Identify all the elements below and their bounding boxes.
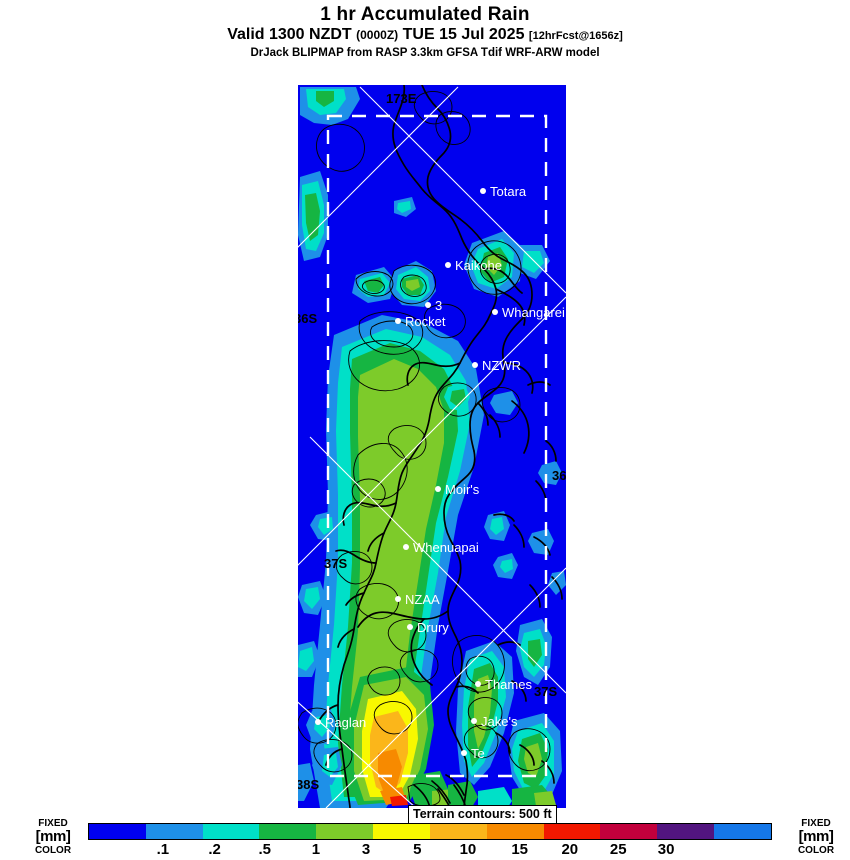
station-dot-icon bbox=[395, 596, 401, 602]
station-label: Whenuapai bbox=[413, 540, 479, 555]
station-label: Kaikohe bbox=[455, 258, 502, 273]
station-raglan[interactable]: Raglan bbox=[315, 715, 366, 730]
station-totara[interactable]: Totara bbox=[480, 184, 527, 199]
station-thames[interactable]: Thames bbox=[475, 677, 532, 692]
colorbar-tick-1: 1 bbox=[311, 841, 321, 858]
colorbar-tick-20: 20 bbox=[561, 841, 579, 858]
station-dot-icon bbox=[315, 719, 321, 725]
fixed-label-bottom-right: COLOR bbox=[797, 845, 835, 856]
graticule-label-36S-3: 36S bbox=[552, 468, 566, 483]
colorbar-gradient[interactable] bbox=[88, 823, 772, 840]
station-label: Rocket bbox=[405, 314, 446, 329]
station-dot-icon bbox=[471, 718, 477, 724]
colorbar-tick-.1: .1 bbox=[156, 841, 170, 858]
station-dot-icon bbox=[403, 544, 409, 550]
graticule-label-37S-4: 37S bbox=[324, 556, 347, 571]
station-dot-icon bbox=[395, 318, 401, 324]
station-dot-icon bbox=[475, 681, 481, 687]
station-label: Te bbox=[471, 746, 485, 761]
colorbar-segment-6[interactable] bbox=[429, 824, 487, 839]
station-moir-s[interactable]: Moir's bbox=[435, 482, 480, 497]
station-te[interactable]: Te bbox=[461, 746, 485, 761]
colorbar-segment-4[interactable] bbox=[316, 824, 374, 839]
station-label: Jake's bbox=[481, 714, 518, 729]
colorbar-segment-7[interactable] bbox=[486, 824, 544, 839]
colorbar-segment-2[interactable] bbox=[202, 824, 260, 839]
graticule-label-38S-6: 38S bbox=[298, 777, 319, 792]
colorbar-segment-3[interactable] bbox=[259, 824, 317, 839]
colorbar-segment-8[interactable] bbox=[543, 824, 601, 839]
valid-time-prefix: Valid 1300 NZDT bbox=[227, 26, 352, 43]
colorbar-tick-10: 10 bbox=[459, 841, 477, 858]
fixed-label-top-left: FIXED bbox=[38, 818, 68, 829]
fixed-label-unit-right: [mm] bbox=[798, 828, 834, 845]
fixed-color-label-left: FIXED [mm] COLOR bbox=[22, 818, 84, 856]
graticule-labels: 173E35S36S36S37S37S38S bbox=[298, 91, 566, 792]
colorbar-tick-labels: .1 .2 .5 1 3 5 10 15 20 25 30 bbox=[88, 841, 772, 859]
station-nzwr[interactable]: NZWR bbox=[472, 358, 521, 373]
station-label: Drury bbox=[417, 620, 449, 635]
station-label: Moir's bbox=[445, 482, 480, 497]
valid-time-line: Valid 1300 NZDT (0000Z) TUE 15 Jul 2025 … bbox=[0, 25, 850, 46]
rain-map[interactable]: 173E35S36S36S37S37S38S TotaraKaikohe3Roc… bbox=[298, 85, 566, 808]
title-block: 1 hr Accumulated Rain Valid 1300 NZDT (0… bbox=[0, 0, 850, 60]
fixed-label-bottom-left: COLOR bbox=[34, 845, 72, 856]
colorbar-segment-1[interactable] bbox=[145, 824, 203, 839]
station-dot-icon bbox=[425, 302, 431, 308]
station-label: Raglan bbox=[325, 715, 366, 730]
graticule-lines bbox=[298, 86, 566, 808]
graticule-label-37S-5: 37S bbox=[534, 684, 557, 699]
station-whenuapai[interactable]: Whenuapai bbox=[403, 540, 479, 555]
station-dot-icon bbox=[435, 486, 441, 492]
colorbar-tick-3: 3 bbox=[361, 841, 371, 858]
station-label: Totara bbox=[490, 184, 527, 199]
rain-map-canvas[interactable]: 173E35S36S36S37S37S38S TotaraKaikohe3Roc… bbox=[298, 85, 566, 808]
graticule-label-36S-2: 36S bbox=[298, 311, 317, 326]
station-label: Thames bbox=[485, 677, 532, 692]
page-title: 1 hr Accumulated Rain bbox=[320, 4, 530, 25]
model-description: DrJack BLIPMAP from RASP 3.3km GFSA Tdif… bbox=[250, 47, 600, 59]
station-rocket[interactable]: Rocket bbox=[395, 314, 446, 329]
colorbar-segment-5[interactable] bbox=[373, 824, 430, 839]
colorbar-segment-9[interactable] bbox=[600, 824, 658, 839]
colorbar-tick-5: 5 bbox=[413, 841, 422, 858]
station-dot-icon bbox=[461, 750, 467, 756]
colorbar-tick-15: 15 bbox=[511, 841, 529, 858]
station-jake-s[interactable]: Jake's bbox=[471, 714, 518, 729]
station-3[interactable]: 3 bbox=[425, 298, 442, 313]
station-label: NZAA bbox=[405, 592, 440, 607]
station-label: NZWR bbox=[482, 358, 521, 373]
forecast-run-tag: [12hrFcst@1656z] bbox=[528, 30, 623, 42]
colorbar-segment-0[interactable] bbox=[89, 824, 146, 839]
colorbar-tick-30: 30 bbox=[657, 841, 675, 858]
station-drury[interactable]: Drury bbox=[407, 620, 449, 635]
station-dot-icon bbox=[492, 309, 498, 315]
colorbar-area: FIXED [mm] COLOR .1 .2 .5 1 3 5 10 15 20 25 30 FIX… bbox=[0, 818, 850, 860]
station-dot-icon bbox=[407, 624, 413, 630]
colorbar-segment-11[interactable] bbox=[714, 824, 771, 839]
colorbar-tick-25: 25 bbox=[609, 841, 627, 858]
station-kaikohe[interactable]: Kaikohe bbox=[445, 258, 502, 273]
graticule-label-173E-0: 173E bbox=[386, 91, 417, 106]
fixed-label-top-right: FIXED bbox=[801, 818, 831, 829]
fixed-color-label-right: FIXED [mm] COLOR bbox=[785, 818, 847, 856]
station-label: Whangarei bbox=[502, 305, 565, 320]
valid-date: TUE 15 Jul 2025 bbox=[402, 26, 525, 43]
domain-boundary-box bbox=[326, 114, 548, 778]
colorbar-tick-.5: .5 bbox=[258, 841, 271, 858]
coastline bbox=[319, 85, 563, 808]
station-whangarei[interactable]: Whangarei bbox=[492, 305, 565, 320]
station-dot-icon bbox=[472, 362, 478, 368]
station-nzaa[interactable]: NZAA bbox=[395, 592, 440, 607]
station-dot-icon bbox=[480, 188, 486, 194]
colorbar-tick-.2: .2 bbox=[208, 841, 221, 858]
valid-time-utc: (0000Z) bbox=[356, 28, 399, 42]
fixed-label-unit-left: [mm] bbox=[35, 828, 71, 845]
station-dot-icon bbox=[445, 262, 451, 268]
station-label: 3 bbox=[435, 298, 442, 313]
colorbar-segment-10[interactable] bbox=[657, 824, 715, 839]
